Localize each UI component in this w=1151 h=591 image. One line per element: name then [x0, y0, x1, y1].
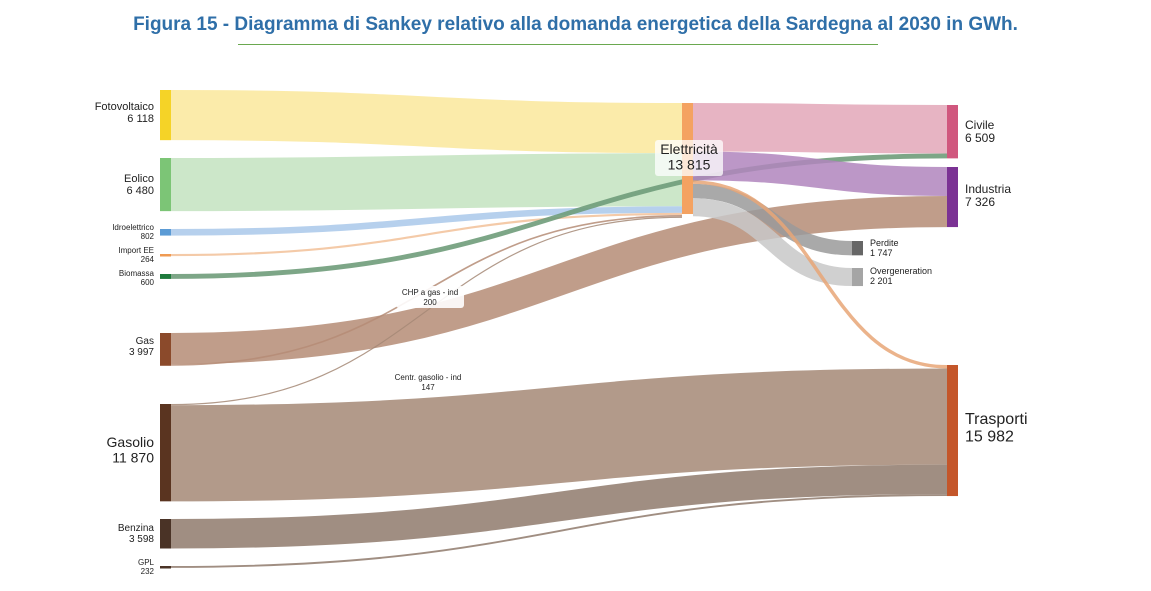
node-value-idroelettrico: 802	[141, 232, 155, 241]
sankey-link-gasolio-to-trasporti	[170, 368, 948, 502]
title-underline	[238, 44, 878, 45]
sankey-node-idroelettrico	[160, 229, 171, 236]
node-value-gasolio: 11 870	[112, 449, 154, 465]
node-value-perdite: 1 747	[870, 248, 893, 258]
sankey-node-gpl	[160, 566, 171, 569]
sankey-node-perdite	[852, 241, 863, 256]
node-value-elettricit-: 13 815	[668, 156, 711, 172]
sankey-link-benzina-to-trasporti	[170, 464, 948, 549]
sankey-link-elettricit--to-overgeneration	[692, 198, 853, 287]
node-value-gpl: 232	[141, 567, 155, 576]
sankey-link-fotovoltaico-to-elettricit-	[170, 90, 683, 154]
sankey-node-biomassa	[160, 274, 171, 279]
link-label-background-chp	[396, 286, 464, 308]
sankey-node-benzina	[160, 519, 171, 549]
node-label-biomassa: Biomassa	[119, 269, 155, 278]
node-label-civile: Civile	[965, 118, 995, 132]
sankey-link-import-ee-to-elettricit-	[170, 212, 683, 257]
node-label-elettricit-: Elettricità	[660, 141, 718, 157]
node-label-benzina: Benzina	[118, 523, 155, 534]
node-label-idroelettrico: Idroelettrico	[112, 223, 154, 232]
node-value-trasporti: 15 982	[965, 429, 1014, 446]
node-value-overgeneration: 2 201	[870, 276, 893, 286]
sankey-link-gasolio-to-elettricit-	[170, 216, 683, 406]
sankey-node-import-ee	[160, 254, 171, 257]
sankey-link-elettricit--to-perdite	[692, 183, 853, 256]
sankey-node-gas	[160, 333, 171, 366]
node-value-eolico: 6 480	[126, 185, 154, 197]
link-label-background-centr	[388, 371, 468, 393]
node-value-benzina: 3 598	[129, 534, 154, 545]
node-label-industria: Industria	[965, 182, 1011, 196]
node-label-eolico: Eolico	[124, 173, 154, 185]
sankey-link-gas-to-industria	[170, 195, 948, 365]
node-label-import-ee: Import EE	[118, 246, 154, 255]
node-value-gas: 3 997	[129, 347, 154, 358]
node-value-civile: 6 509	[965, 131, 995, 145]
sankey-link-elettricit--to-industria	[692, 151, 948, 196]
link-value-centr: 147	[421, 383, 435, 392]
node-label-overgeneration: Overgeneration	[870, 266, 932, 276]
node-label-fotovoltaico: Fotovoltaico	[95, 101, 154, 113]
sankey-link-elettricit--to-trasporti	[692, 180, 948, 369]
node-value-industria: 7 326	[965, 195, 995, 209]
node-label-trasporti: Trasporti	[965, 411, 1028, 428]
link-label-chp: CHP a gas - ind	[402, 288, 458, 297]
node-value-fotovoltaico: 6 118	[127, 113, 154, 125]
link-value-chp: 200	[423, 298, 437, 307]
elettricita-label-background	[655, 140, 723, 176]
sankey-node-trasporti	[947, 365, 958, 497]
node-label-gpl: GPL	[138, 558, 155, 567]
sankey-node-fotovoltaico	[160, 90, 171, 141]
sankey-node-civile	[947, 105, 958, 159]
sankey-link-gpl-to-trasporti	[170, 494, 948, 568]
figure-title: Figura 15 - Diagramma di Sankey relativo…	[133, 14, 1018, 35]
node-value-import-ee: 264	[141, 255, 155, 264]
node-value-biomassa: 600	[141, 278, 155, 287]
link-label-centr: Centr. gasolio - ind	[395, 373, 462, 382]
node-label-gasolio: Gasolio	[107, 434, 155, 450]
sankey-node-gasolio	[160, 404, 171, 502]
sankey-link-elettricit--to-civile	[692, 103, 948, 154]
sankey-node-overgeneration	[852, 268, 863, 287]
node-label-perdite: Perdite	[870, 238, 899, 248]
sankey-link-idroelettrico-to-elettricit-	[170, 206, 683, 236]
sankey-node-industria	[947, 167, 958, 228]
sankey-link-eolico-to-elettricit-	[170, 153, 683, 212]
sankey-node-eolico	[160, 158, 171, 212]
node-label-gas: Gas	[136, 336, 154, 347]
